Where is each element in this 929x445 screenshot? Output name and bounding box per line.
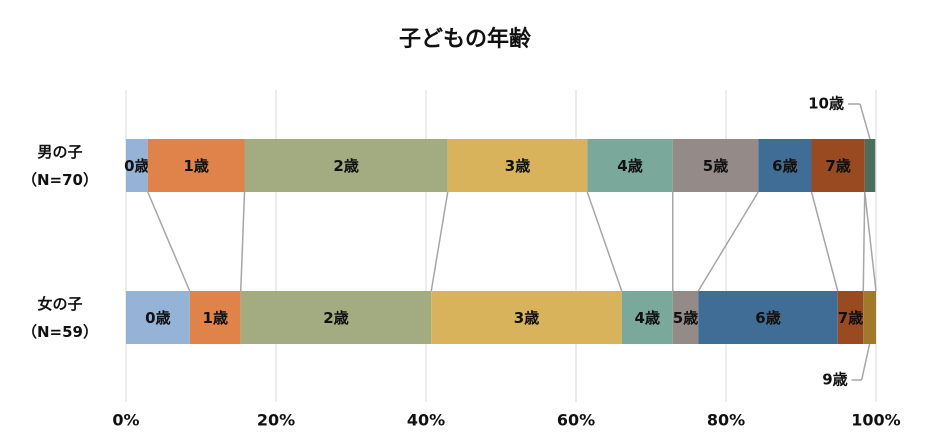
series-line bbox=[862, 191, 866, 292]
segment-label: 1歳 bbox=[183, 157, 208, 175]
x-tick-label: 0% bbox=[112, 411, 139, 430]
segment-label: 0歳 bbox=[145, 309, 170, 327]
bar-segment bbox=[126, 291, 190, 344]
segment-label: 6歳 bbox=[755, 309, 780, 327]
series-line bbox=[147, 191, 191, 292]
segment-label: 6歳 bbox=[772, 157, 797, 175]
segment-label: 3歳 bbox=[514, 309, 539, 327]
segment-label: 4歳 bbox=[617, 157, 642, 175]
callout-line bbox=[859, 103, 871, 140]
bar-segment bbox=[447, 139, 588, 192]
series-line bbox=[810, 191, 839, 292]
bar-segment bbox=[758, 139, 812, 192]
x-tick-label: 60% bbox=[557, 411, 595, 430]
x-tick-label: 40% bbox=[407, 411, 445, 430]
segment-label: 4歳 bbox=[635, 309, 660, 327]
bar-segment bbox=[837, 291, 864, 344]
bar-segment bbox=[698, 291, 838, 344]
y-tick-label: 女の子 （N=59） bbox=[22, 294, 98, 341]
bar-segment bbox=[864, 139, 876, 192]
bar-segment bbox=[240, 291, 432, 344]
segment-label: 7歳 bbox=[825, 157, 850, 175]
series-line bbox=[586, 191, 623, 292]
bar-segment bbox=[431, 291, 622, 344]
series-line bbox=[864, 191, 877, 292]
segment-label: 2歳 bbox=[323, 309, 348, 327]
x-tick-label: 80% bbox=[707, 411, 745, 430]
callout-label: 10歳 bbox=[808, 95, 844, 113]
segment-label: 5歳 bbox=[703, 157, 728, 175]
bar-segment bbox=[189, 291, 241, 344]
segment-label: 3歳 bbox=[505, 157, 530, 175]
bar-segment bbox=[244, 139, 448, 192]
segment-label: 7歳 bbox=[838, 309, 863, 327]
segment-label: 2歳 bbox=[333, 157, 358, 175]
bar-segment bbox=[672, 139, 759, 192]
callout-label: 9歳 bbox=[822, 371, 847, 389]
x-tick-label: 100% bbox=[851, 411, 900, 430]
bar-segment bbox=[811, 139, 865, 192]
segment-label: 0歳 bbox=[124, 157, 149, 175]
series-line bbox=[697, 191, 759, 292]
series-line bbox=[430, 191, 449, 292]
y-tick-label: 男の子 （N=70） bbox=[22, 142, 98, 189]
segment-label: 1歳 bbox=[203, 309, 228, 327]
chart-title: 子どもの年齢 bbox=[399, 26, 532, 52]
bar-segment bbox=[863, 291, 876, 344]
bar-segment bbox=[147, 139, 245, 192]
x-tick-label: 20% bbox=[257, 411, 295, 430]
bar-segment bbox=[672, 291, 699, 344]
series-line bbox=[240, 191, 246, 292]
segment-label: 5歳 bbox=[673, 309, 698, 327]
bar-segment bbox=[587, 139, 673, 192]
callout-line bbox=[860, 343, 871, 381]
bar-segment bbox=[621, 291, 673, 344]
bar-segment bbox=[126, 139, 148, 192]
